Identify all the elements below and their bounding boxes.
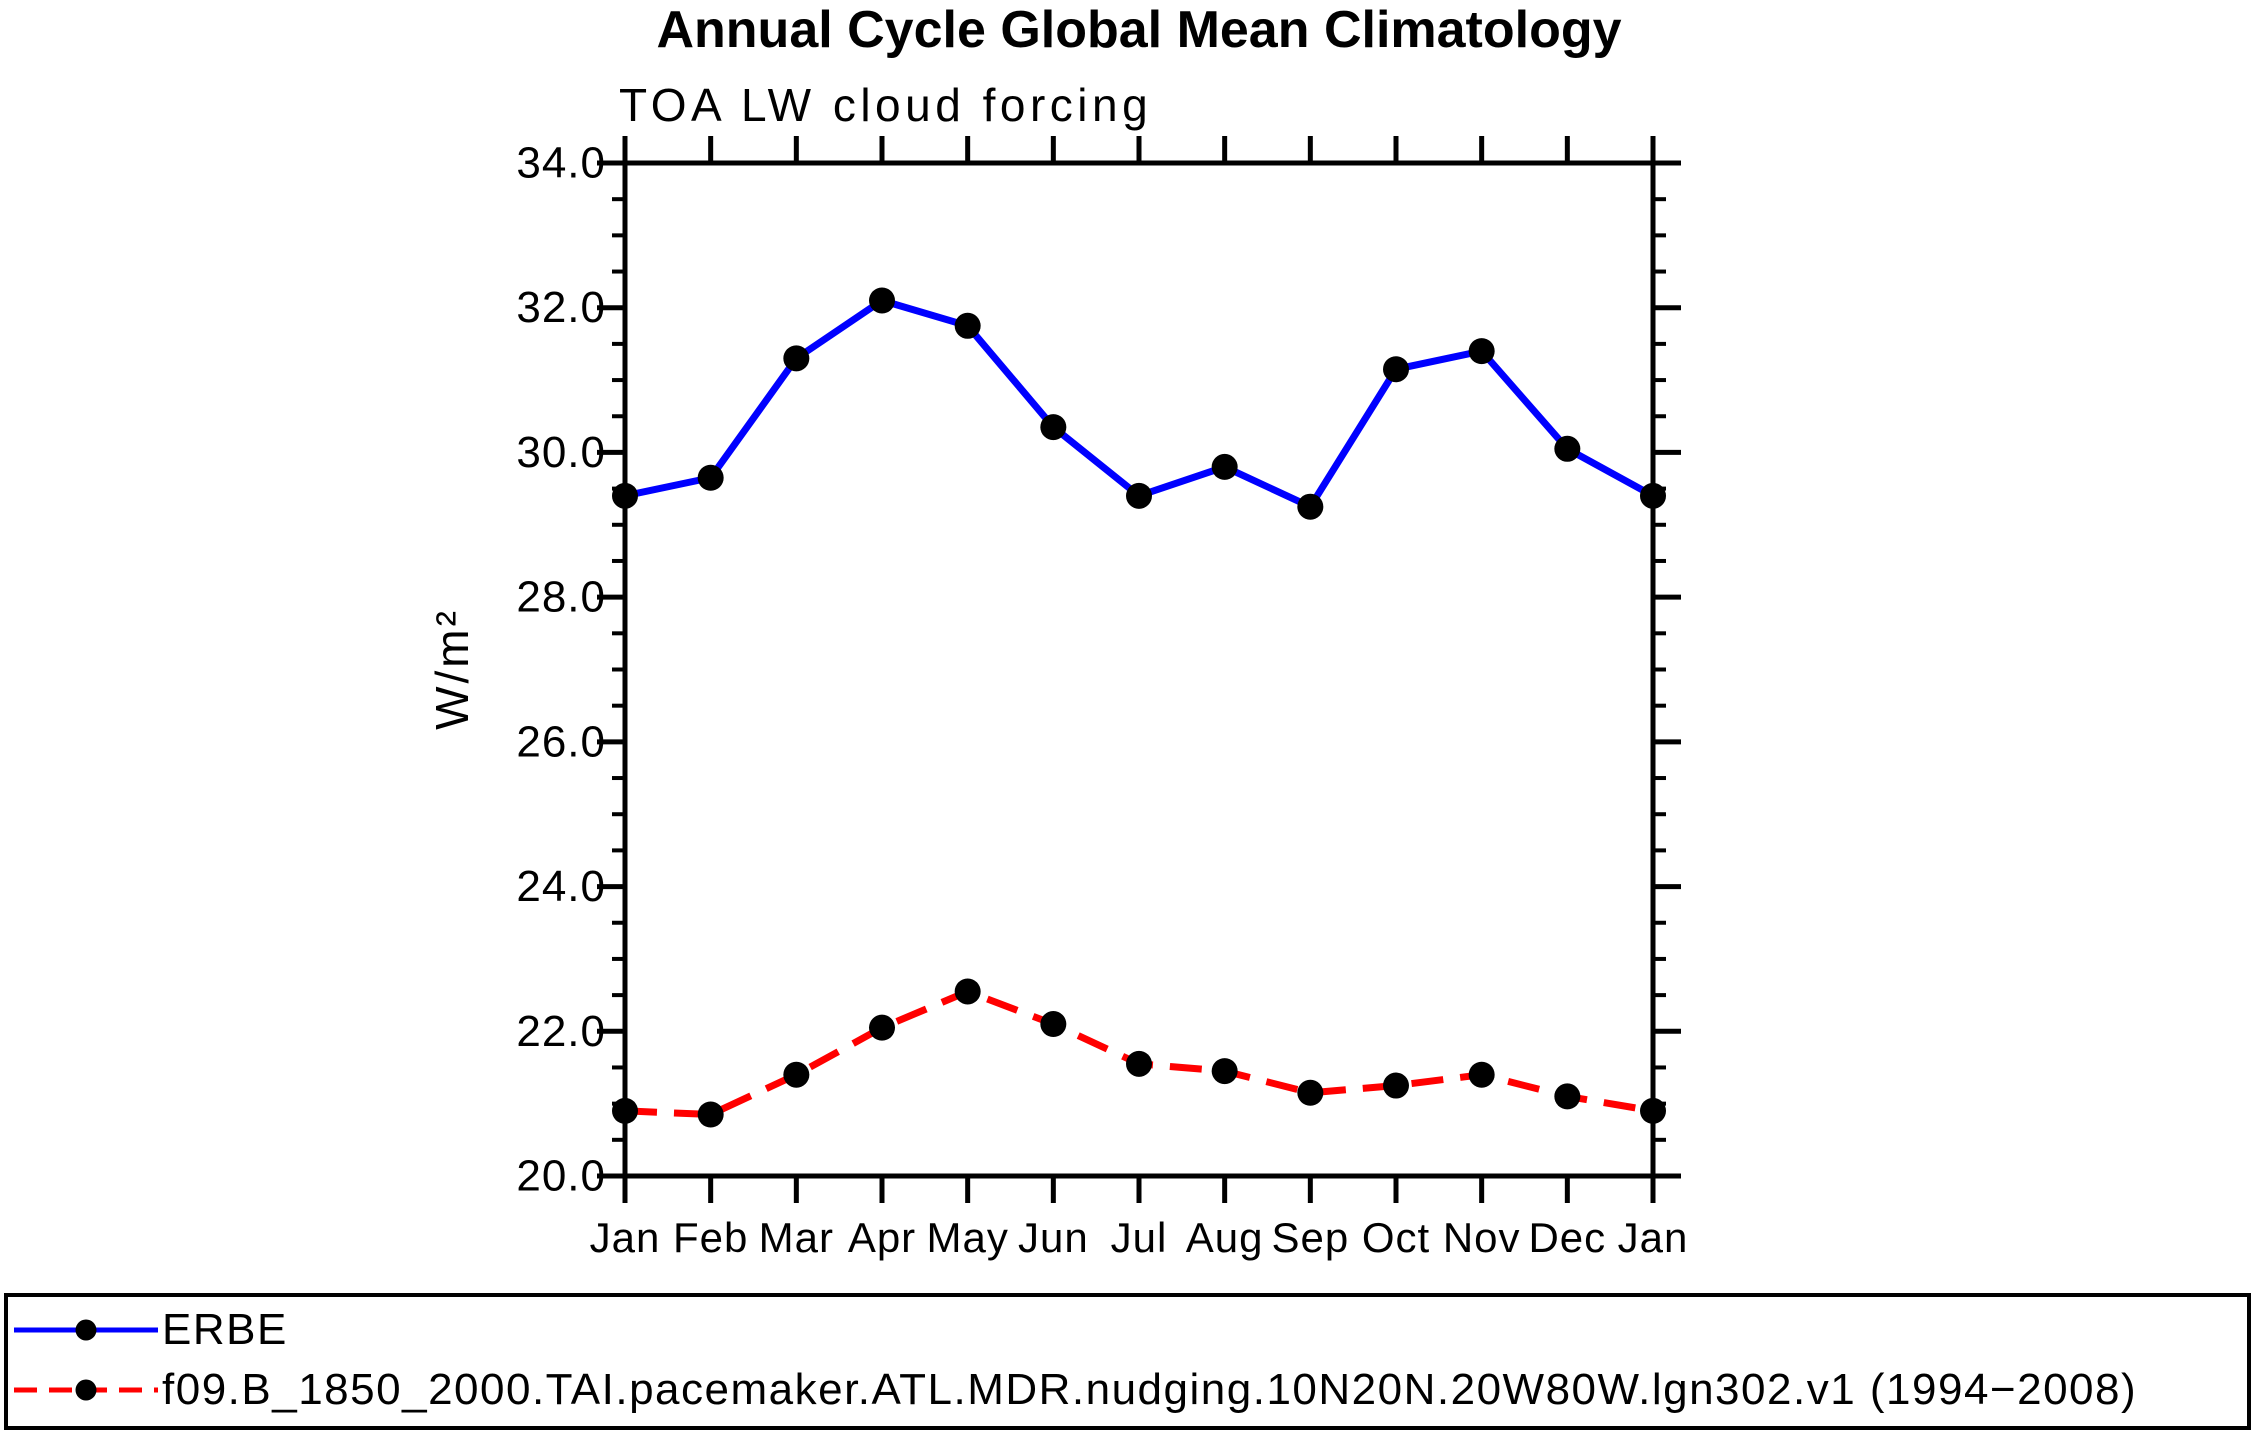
chart-subtitle: TOA LW cloud forcing — [619, 79, 1152, 131]
series-1-marker — [1383, 1072, 1409, 1099]
y-axis-title: W/m² — [426, 608, 478, 730]
y-tick-label: 24.0 — [516, 862, 606, 911]
legend-line-sample-dashed — [14, 1379, 158, 1401]
series-0-marker — [1297, 493, 1324, 520]
x-tick-label: Aug — [1186, 1214, 1264, 1261]
x-tick-label: Mar — [759, 1214, 834, 1261]
x-tick-label: Nov — [1443, 1214, 1521, 1261]
x-tick-label: Jun — [1018, 1214, 1089, 1261]
y-tick-label: 22.0 — [516, 1007, 606, 1056]
series-0-marker — [1383, 356, 1409, 383]
legend-sample-marker — [75, 1319, 97, 1341]
x-tick-label: May — [926, 1214, 1008, 1261]
y-tick-label: 34.0 — [516, 139, 606, 188]
chart-title: Annual Cycle Global Mean Climatology — [656, 1, 1621, 59]
x-tick-label: Dec — [1528, 1214, 1606, 1261]
series-0-marker — [1040, 414, 1067, 441]
series-1-marker — [783, 1061, 810, 1088]
plot-frame — [622, 160, 1656, 1179]
series-0-marker — [1211, 453, 1238, 480]
legend-line-sample-solid — [14, 1319, 158, 1341]
series-1-marker — [612, 1097, 638, 1124]
series-1-marker — [1468, 1061, 1495, 1088]
x-tick-label: Jan — [590, 1214, 661, 1261]
x-tick-label: Feb — [673, 1214, 748, 1261]
series-1-marker — [1297, 1079, 1324, 1106]
y-tick-label: 20.0 — [516, 1152, 606, 1201]
series-1-marker — [954, 978, 981, 1005]
x-tick-label: Apr — [848, 1214, 916, 1261]
series-0-marker — [1554, 435, 1581, 462]
series-1-marker — [1126, 1050, 1152, 1077]
series-0-marker — [954, 312, 981, 339]
series-1-marker — [869, 1014, 895, 1041]
y-tick-label: 28.0 — [516, 573, 606, 622]
y-tick-label: 32.0 — [516, 283, 606, 332]
series-0-marker — [1468, 338, 1495, 365]
legend-box: ERBE f09.B_1850_2000.TAI.pacemaker.ATL.M… — [4, 1293, 2251, 1430]
legend-entry-erbe: ERBE — [10, 1301, 288, 1359]
series-1-marker — [1640, 1097, 1666, 1124]
legend-sample-marker — [75, 1379, 97, 1401]
series-1-marker — [1040, 1011, 1067, 1038]
series-line-0 — [624, 296, 1655, 512]
legend-label: f09.B_1850_2000.TAI.pacemaker.ATL.MDR.nu… — [162, 1365, 2138, 1414]
y-tick-label: 26.0 — [516, 717, 606, 766]
series-0-marker — [783, 345, 810, 372]
series-0-marker — [1126, 482, 1152, 509]
series-0-marker — [612, 482, 638, 509]
series-0-marker — [697, 464, 724, 491]
series-1-marker — [1554, 1083, 1581, 1110]
x-tick-label: Sep — [1271, 1214, 1349, 1261]
series-1-marker — [1211, 1058, 1238, 1085]
series-1-marker — [697, 1101, 724, 1128]
legend-label: ERBE — [162, 1305, 288, 1354]
x-tick-label: Oct — [1362, 1214, 1430, 1261]
series-0-marker — [1640, 482, 1666, 509]
legend-entry-model: f09.B_1850_2000.TAI.pacemaker.ATL.MDR.nu… — [10, 1361, 2137, 1419]
x-tick-label: Jan — [1618, 1214, 1689, 1261]
series-0-marker — [869, 287, 895, 314]
x-tick-label: Jul — [1111, 1214, 1168, 1261]
y-tick-label: 30.0 — [516, 428, 606, 477]
